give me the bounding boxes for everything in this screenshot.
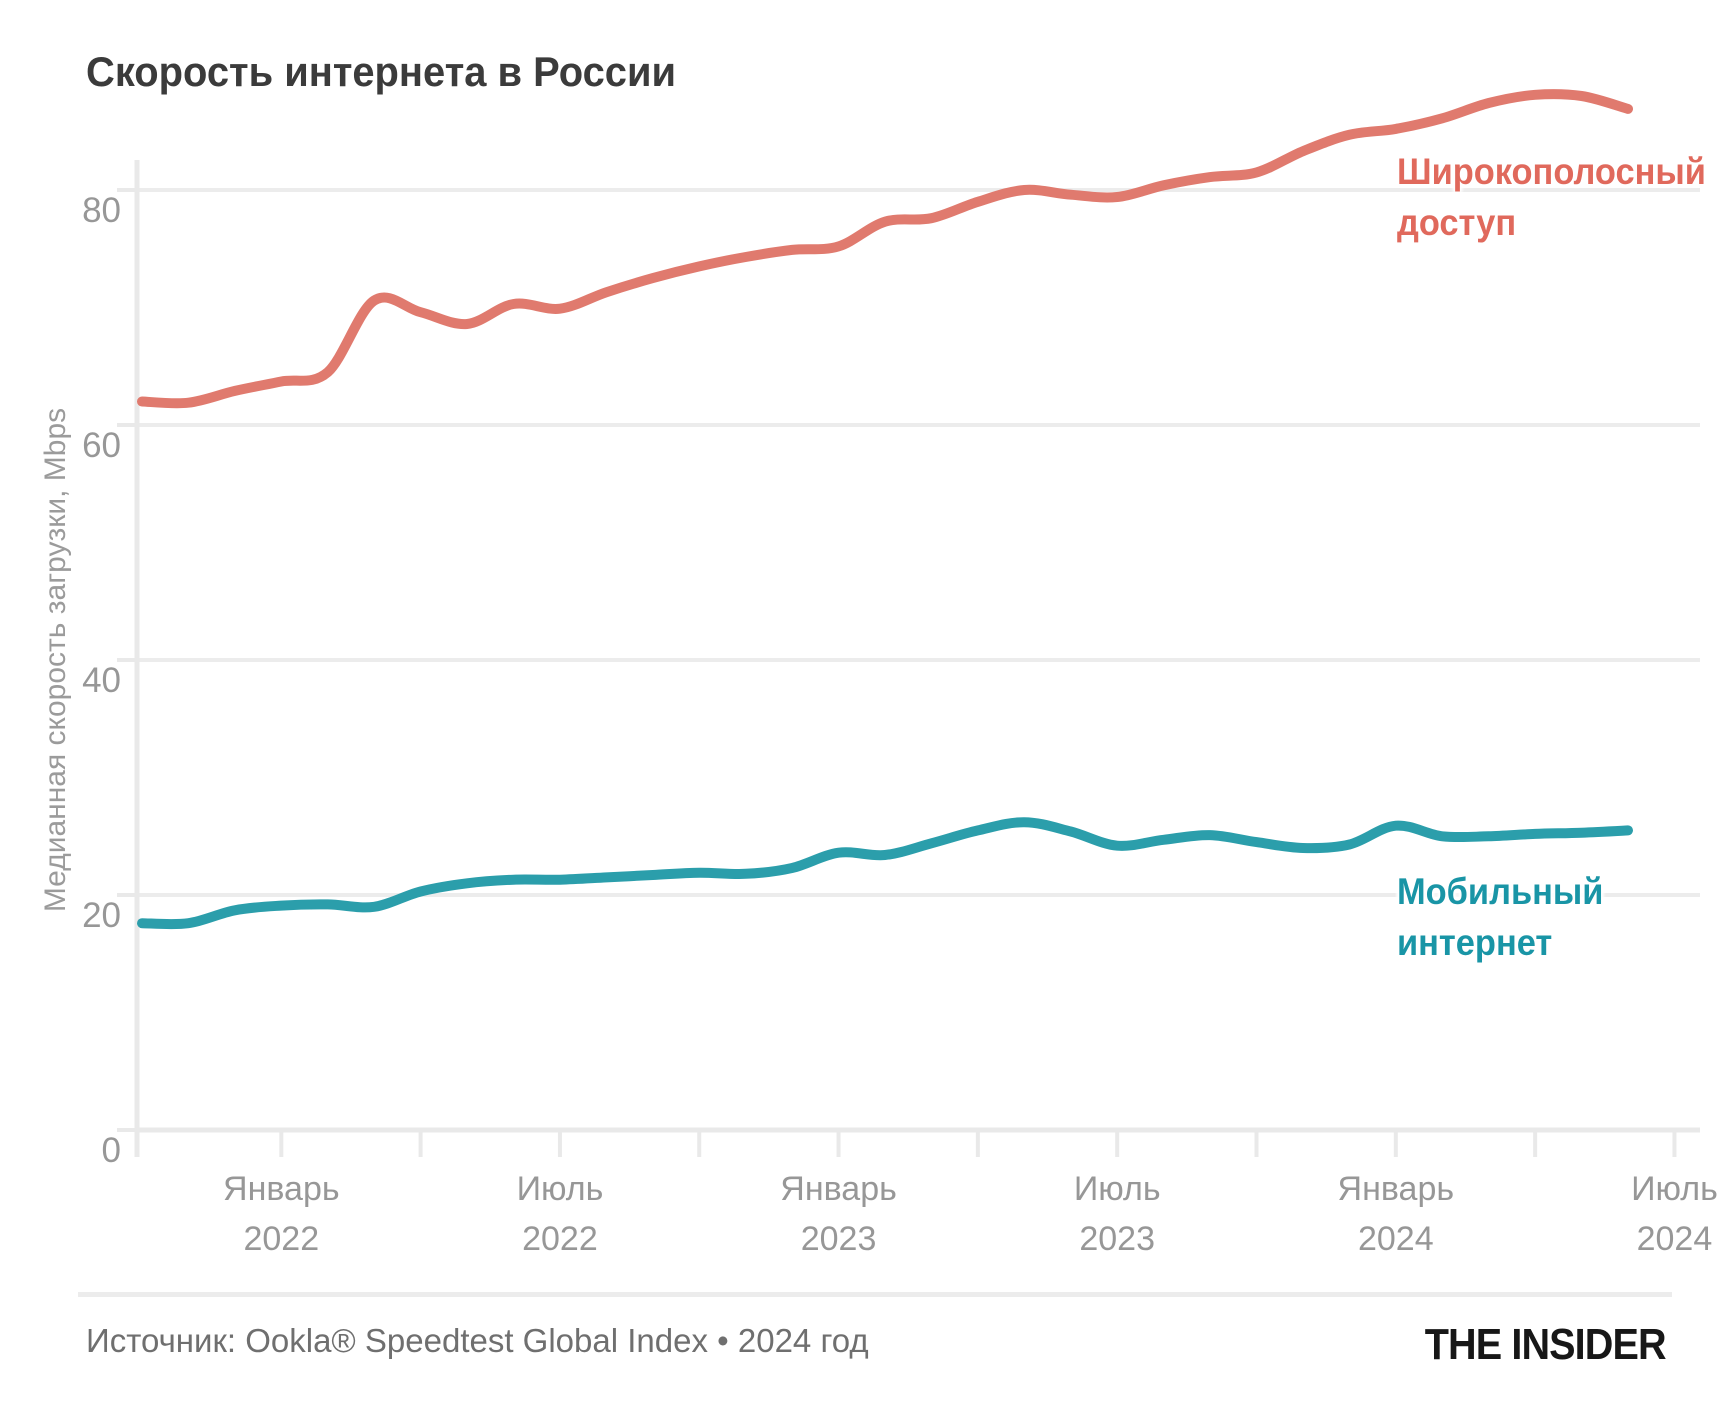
source-credit: Источник: Ookla® Speedtest Global Index … — [86, 1322, 869, 1359]
broadband-line — [137, 89, 1633, 409]
x-tick-label-year: 2022 — [243, 1220, 319, 1258]
y-tick-label-80: 80 — [82, 191, 121, 230]
x-tick-label-year: 2023 — [801, 1220, 877, 1258]
x-tick-label-month: Июль — [1074, 1170, 1161, 1208]
y-tick-label-20: 20 — [82, 896, 121, 935]
x-tick-label-month: Июль — [1631, 1170, 1718, 1208]
the-insider-logo: THE INSIDER — [1425, 1320, 1667, 1369]
x-tick-label-month: Январь — [780, 1170, 897, 1208]
x-tick-label-year: 2023 — [1079, 1220, 1155, 1258]
mobile-line — [137, 817, 1633, 930]
legend-broadband: Широкополосный доступ — [1397, 146, 1706, 248]
x-tick-label-month: Январь — [223, 1170, 340, 1208]
x-tick-label-year: 2024 — [1637, 1220, 1713, 1258]
legend-broadband-line2: доступ — [1397, 202, 1517, 243]
y-tick-label-60: 60 — [82, 426, 121, 465]
legend-mobile: Мобильный интернет — [1397, 866, 1603, 968]
y-axis-title: Медианная скорость загрузки, Mbps — [39, 407, 72, 913]
x-tick-label-year: 2024 — [1358, 1220, 1434, 1258]
legend-broadband-line1: Широкополосный — [1397, 151, 1706, 192]
y-tick-label-40: 40 — [82, 661, 121, 700]
x-tick-label-year: 2022 — [522, 1220, 598, 1258]
legend-mobile-line2: интернет — [1397, 922, 1553, 963]
y-tick-label-0: 0 — [102, 1131, 121, 1170]
x-tick-label-month: Январь — [1338, 1170, 1455, 1208]
footer-divider — [78, 1292, 1672, 1297]
legend-mobile-line1: Мобильный — [1397, 871, 1604, 912]
chart-title: Скорость интернета в России — [86, 48, 677, 95]
x-tick-label-month: Июль — [517, 1170, 604, 1208]
